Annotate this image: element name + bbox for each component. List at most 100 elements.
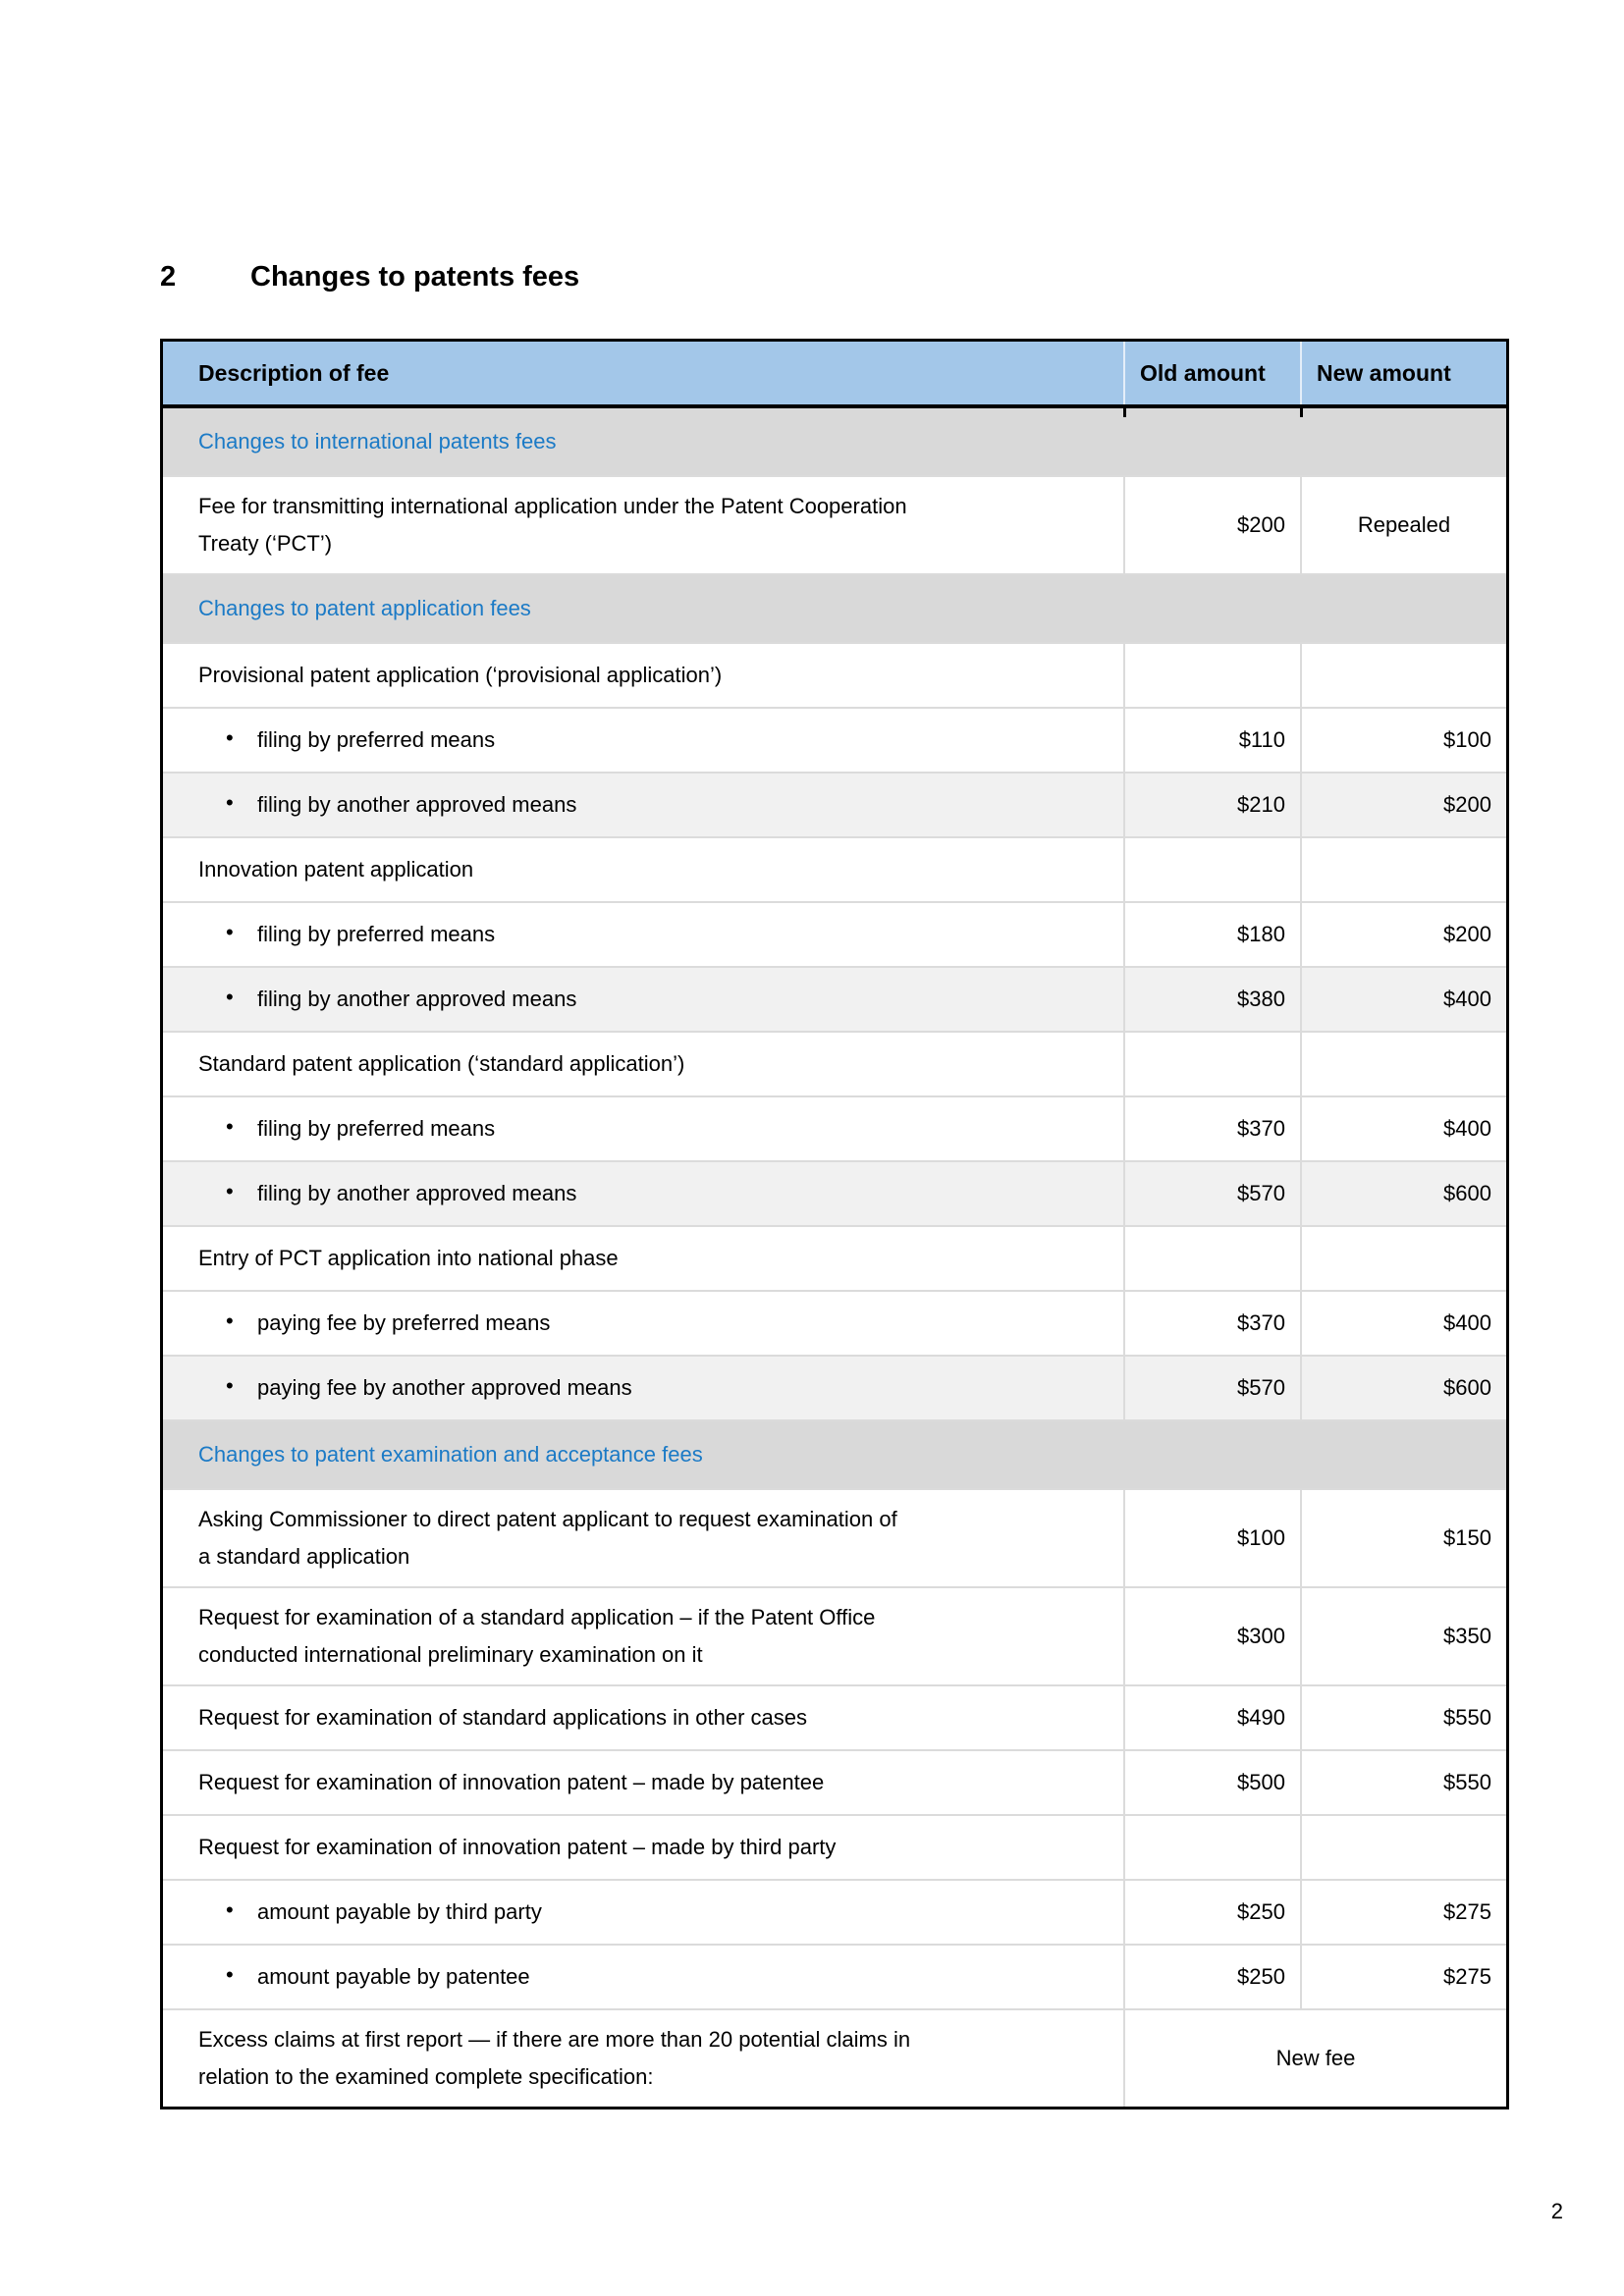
fee-description-cell: Innovation patent application — [163, 838, 1123, 901]
fee-description-text: filing by another approved means — [257, 1181, 577, 1205]
fee-description-cell: Request for examination of innovation pa… — [163, 1816, 1123, 1879]
new-amount-cell: $200 — [1300, 774, 1506, 836]
table-row: Innovation patent application — [163, 836, 1506, 901]
fee-description-cell: • filing by another approved means — [163, 774, 1123, 836]
column-header-new-amount: New amount — [1300, 342, 1506, 404]
new-amount-value: $100 — [1443, 727, 1491, 752]
fee-description-cell: Excess claims at first report — if there… — [163, 2010, 1123, 2107]
table-row: Asking Commissioner to direct patent app… — [163, 1488, 1506, 1586]
old-amount-cell: $100 — [1123, 1490, 1300, 1586]
old-amount-cell — [1123, 1816, 1300, 1879]
new-amount-value: $550 — [1443, 1705, 1491, 1730]
new-amount-value: $400 — [1443, 987, 1491, 1011]
table-row: Provisional patent application (‘provisi… — [163, 642, 1506, 707]
old-amount-value: $380 — [1237, 987, 1285, 1011]
bullet-icon: • — [226, 920, 234, 944]
new-amount-cell — [1300, 644, 1506, 707]
section-label: Changes to patent examination and accept… — [198, 1442, 703, 1467]
bullet-icon: • — [226, 1308, 234, 1333]
old-amount-cell: $370 — [1123, 1097, 1300, 1160]
new-amount-value: $550 — [1443, 1770, 1491, 1794]
new-amount-value: $400 — [1443, 1310, 1491, 1335]
bullet-icon: • — [226, 985, 234, 1009]
section-label: Changes to patent application fees — [198, 596, 531, 620]
fee-description-text: amount payable by third party — [257, 1899, 542, 1924]
old-amount-value: $500 — [1237, 1770, 1285, 1794]
fee-description-text: paying fee by another approved means — [257, 1375, 632, 1400]
old-amount-cell: $570 — [1123, 1357, 1300, 1419]
table-row: • filing by preferred means $370 $400 — [163, 1095, 1506, 1160]
old-amount-cell: $490 — [1123, 1686, 1300, 1749]
old-amount-value: $370 — [1237, 1310, 1285, 1335]
old-amount-cell: $300 — [1123, 1588, 1300, 1684]
old-amount-value: $250 — [1237, 1964, 1285, 1989]
bullet-icon: • — [226, 1373, 234, 1398]
old-amount-cell: $110 — [1123, 709, 1300, 772]
fee-description-cell: • filing by preferred means — [163, 709, 1123, 772]
table-row: Fee for transmitting international appli… — [163, 475, 1506, 573]
old-amount-value: $100 — [1237, 1525, 1285, 1550]
fee-description-text: Request for examination of a standard ap… — [198, 1605, 876, 1667]
section-row: Changes to patent application fees — [163, 573, 1506, 642]
old-amount-cell — [1123, 1227, 1300, 1290]
fee-description-text: Entry of PCT application into national p… — [198, 1246, 619, 1270]
fee-description-text: Innovation patent application — [198, 857, 474, 881]
fee-description-text: filing by preferred means — [257, 727, 496, 752]
fee-table: Description of fee Old amount New amount… — [160, 339, 1509, 2109]
new-amount-cell: $600 — [1300, 1357, 1506, 1419]
section-heading: 2 Changes to patents fees — [160, 257, 579, 296]
bullet-icon: • — [226, 1897, 234, 1922]
border-artifact-tick — [1123, 404, 1126, 417]
new-amount-cell: $400 — [1300, 1097, 1506, 1160]
old-amount-value: $180 — [1237, 922, 1285, 946]
merged-amount-value: New fee — [1275, 2046, 1356, 2070]
table-row: Standard patent application (‘standard a… — [163, 1031, 1506, 1095]
new-amount-cell: $200 — [1300, 903, 1506, 966]
new-amount-cell: Repealed — [1300, 477, 1506, 573]
fee-description-text: filing by preferred means — [257, 922, 496, 946]
new-amount-value: $275 — [1443, 1964, 1491, 1989]
table-row: • paying fee by preferred means $370 $400 — [163, 1290, 1506, 1355]
old-amount-cell: $570 — [1123, 1162, 1300, 1225]
page-number: 2 — [1550, 2199, 1563, 2223]
new-amount-value: $150 — [1443, 1525, 1491, 1550]
fee-description-text: Asking Commissioner to direct patent app… — [198, 1507, 897, 1569]
new-amount-value: $275 — [1443, 1899, 1491, 1924]
fee-description-cell: Standard patent application (‘standard a… — [163, 1033, 1123, 1095]
old-amount-cell: $370 — [1123, 1292, 1300, 1355]
table-row: Request for examination of innovation pa… — [163, 1814, 1506, 1879]
fee-description-cell: • filing by another approved means — [163, 1162, 1123, 1225]
fee-description-text: Request for examination of standard appl… — [198, 1705, 808, 1730]
fee-description-text: Request for examination of innovation pa… — [198, 1770, 825, 1794]
table-row: Excess claims at first report — if there… — [163, 2008, 1506, 2107]
fee-description-text: filing by another approved means — [257, 792, 577, 817]
fee-description-cell: • filing by preferred means — [163, 1097, 1123, 1160]
fee-description-cell: • filing by preferred means — [163, 903, 1123, 966]
new-amount-cell: $400 — [1300, 1292, 1506, 1355]
bullet-icon: • — [226, 790, 234, 815]
table-row: Request for examination of a standard ap… — [163, 1586, 1506, 1684]
new-amount-cell: $550 — [1300, 1751, 1506, 1814]
new-amount-value: $200 — [1443, 792, 1491, 817]
new-amount-cell: $400 — [1300, 968, 1506, 1031]
heading-number: 2 — [160, 261, 177, 293]
fee-description-cell: • paying fee by preferred means — [163, 1292, 1123, 1355]
fee-description-cell: Asking Commissioner to direct patent app… — [163, 1490, 1123, 1586]
old-amount-cell: $180 — [1123, 903, 1300, 966]
bullet-icon: • — [226, 1114, 234, 1139]
new-amount-value: $600 — [1443, 1375, 1491, 1400]
old-amount-cell: $500 — [1123, 1751, 1300, 1814]
fee-table-body: Changes to international patents fees Fee… — [163, 408, 1506, 2107]
table-header-row: Description of fee Old amount New amount — [163, 342, 1506, 408]
new-amount-cell — [1300, 1227, 1506, 1290]
fee-description-text: Fee for transmitting international appli… — [198, 494, 907, 556]
new-amount-cell: $275 — [1300, 1881, 1506, 1944]
new-amount-cell — [1300, 1033, 1506, 1095]
new-amount-value: $600 — [1443, 1181, 1491, 1205]
new-amount-cell: $100 — [1300, 709, 1506, 772]
new-amount-value: $400 — [1443, 1116, 1491, 1141]
page-title: Changes to patents fees — [250, 261, 580, 293]
bullet-icon: • — [226, 725, 234, 750]
old-amount-value: $370 — [1237, 1116, 1285, 1141]
new-amount-cell: $275 — [1300, 1946, 1506, 2008]
